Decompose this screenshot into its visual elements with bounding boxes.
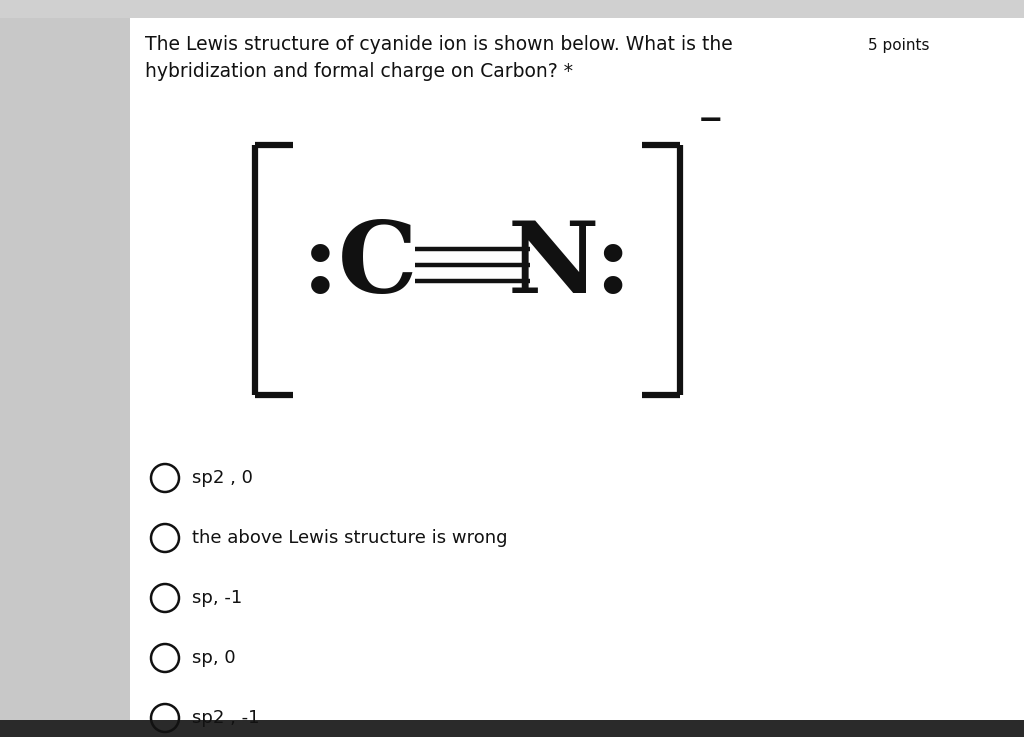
Bar — [0, 0, 130, 737]
Text: The Lewis structure of cyanide ion is shown below. What is the: The Lewis structure of cyanide ion is sh… — [145, 35, 733, 54]
Text: 5 points: 5 points — [868, 38, 930, 53]
Text: sp2 , 0: sp2 , 0 — [193, 469, 253, 487]
Text: −: − — [698, 106, 724, 135]
Bar — [0, 720, 1024, 737]
Text: sp2 , -1: sp2 , -1 — [193, 709, 259, 727]
Bar — [0, 0, 1024, 18]
Text: sp, -1: sp, -1 — [193, 589, 243, 607]
Text: :C: :C — [302, 217, 418, 313]
Text: N:: N: — [508, 217, 632, 313]
Text: the above Lewis structure is wrong: the above Lewis structure is wrong — [193, 529, 508, 547]
Text: hybridization and formal charge on Carbon? *: hybridization and formal charge on Carbo… — [145, 62, 573, 81]
Text: sp, 0: sp, 0 — [193, 649, 236, 667]
